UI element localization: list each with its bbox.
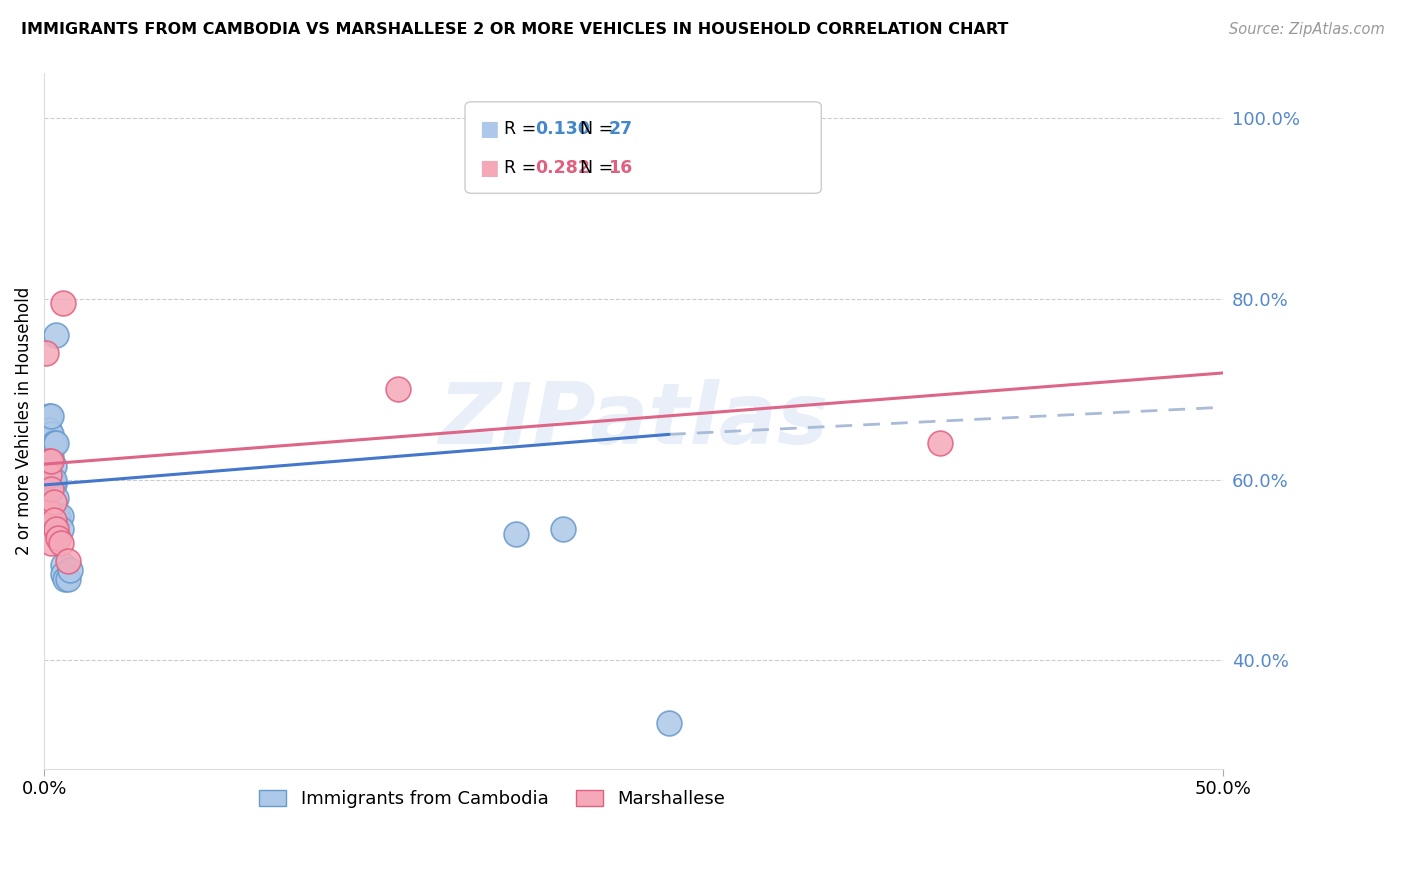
Text: 16: 16	[609, 159, 633, 178]
Text: ZIPatlas: ZIPatlas	[439, 379, 828, 462]
Point	[38, 468, 60, 483]
Point	[45, 491, 67, 505]
Point	[42, 513, 65, 527]
Point	[387, 382, 409, 396]
Text: 0.282: 0.282	[536, 159, 591, 178]
Point	[929, 436, 952, 450]
Point	[658, 716, 681, 731]
Point	[35, 454, 58, 468]
Text: R =: R =	[505, 159, 543, 178]
Point	[38, 409, 60, 424]
Point	[49, 535, 72, 549]
Point	[39, 454, 62, 468]
Point	[49, 508, 72, 523]
Point	[38, 423, 60, 437]
Point	[46, 513, 69, 527]
Point	[52, 567, 75, 582]
Point	[39, 535, 62, 549]
Point	[505, 526, 527, 541]
Text: N =: N =	[581, 159, 619, 178]
Point	[39, 482, 62, 496]
Point	[35, 346, 58, 360]
Point	[39, 450, 62, 464]
Point	[59, 563, 82, 577]
Point	[45, 522, 67, 536]
Point	[42, 458, 65, 473]
Text: Source: ZipAtlas.com: Source: ZipAtlas.com	[1229, 22, 1385, 37]
Point	[45, 436, 67, 450]
Point	[42, 473, 65, 487]
Point	[45, 328, 67, 343]
Point	[42, 477, 65, 491]
Point	[38, 504, 60, 518]
Point	[53, 572, 76, 586]
Text: ■: ■	[479, 158, 499, 178]
Text: IMMIGRANTS FROM CAMBODIA VS MARSHALLESE 2 OR MORE VEHICLES IN HOUSEHOLD CORRELAT: IMMIGRANTS FROM CAMBODIA VS MARSHALLESE …	[21, 22, 1008, 37]
Point	[56, 554, 79, 568]
Point	[52, 296, 75, 310]
Point	[38, 454, 60, 468]
Text: 0.130: 0.130	[536, 120, 591, 138]
Point	[56, 572, 79, 586]
Text: ■: ■	[479, 120, 499, 139]
Point	[52, 558, 75, 573]
Point	[49, 522, 72, 536]
Point	[45, 513, 67, 527]
Legend: Immigrants from Cambodia, Marshallese: Immigrants from Cambodia, Marshallese	[252, 782, 733, 815]
Text: N =: N =	[581, 120, 619, 138]
Point	[39, 473, 62, 487]
Point	[42, 495, 65, 509]
Point	[551, 522, 574, 536]
Text: 27: 27	[609, 120, 633, 138]
Y-axis label: 2 or more Vehicles in Household: 2 or more Vehicles in Household	[15, 286, 32, 555]
Point	[42, 436, 65, 450]
Point	[39, 409, 62, 424]
Point	[46, 531, 69, 545]
Point	[46, 508, 69, 523]
Text: R =: R =	[505, 120, 543, 138]
Point	[39, 427, 62, 442]
